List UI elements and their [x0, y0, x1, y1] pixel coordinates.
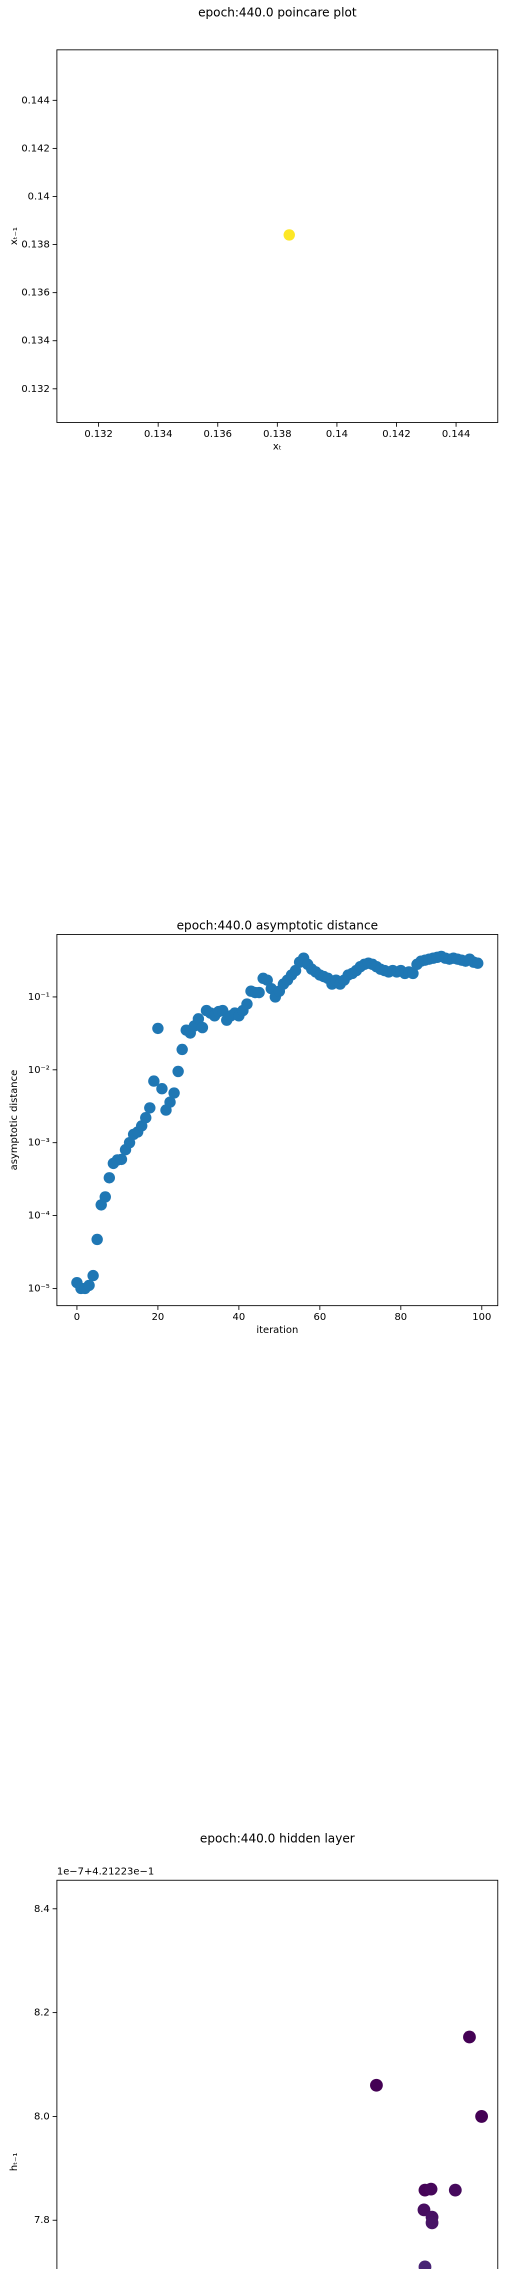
y-tick-label: 0.144 — [21, 95, 49, 106]
x-tick-label: 80 — [394, 1312, 407, 1323]
point — [172, 1065, 184, 1078]
x-axis-label: xₜ — [273, 442, 282, 453]
x-tick-label: 0.134 — [144, 429, 172, 440]
y-tick-label: 0.132 — [21, 384, 49, 395]
point — [424, 2182, 438, 2196]
point — [83, 1279, 95, 1292]
x-tick-label: 60 — [314, 1312, 327, 1323]
point — [192, 1013, 205, 1025]
point — [196, 1021, 209, 1034]
point — [176, 1043, 188, 1056]
y-axis-label: hₜ₋₁ — [9, 2153, 20, 2171]
chart-title: epoch:440.0 poincare plot — [198, 5, 357, 19]
y-tick-label: 10⁻² — [28, 1065, 50, 1076]
y-axis-label: asymptotic distance — [9, 1070, 20, 1171]
point — [425, 2216, 439, 2230]
y-offset-text: 1e−7+4.21223e−1 — [57, 1867, 154, 1878]
x-tick-label: 0.14 — [326, 429, 348, 440]
chart-title: epoch:440.0 asymptotic distance — [177, 918, 378, 932]
point — [152, 1022, 164, 1035]
y-tick-label: 10⁻⁴ — [28, 1211, 50, 1222]
x-tick-label: 20 — [152, 1312, 165, 1323]
y-tick-label: 8.4 — [34, 1904, 50, 1915]
point — [216, 1004, 229, 1017]
y-tick-label: 7.8 — [34, 2215, 50, 2226]
point — [283, 229, 295, 241]
y-axis-label: xₜ₋₁ — [9, 227, 20, 245]
point — [148, 1075, 160, 1087]
point — [418, 2260, 432, 2269]
point — [261, 974, 273, 986]
y-tick-label: 10⁻⁵ — [28, 1283, 50, 1294]
x-axis-label: iteration — [256, 1325, 298, 1336]
point — [156, 1083, 168, 1095]
point — [463, 2030, 476, 2044]
point — [164, 1096, 176, 1108]
point — [103, 1172, 116, 1184]
x-tick-label: 0.138 — [263, 429, 291, 440]
plot-area — [56, 1879, 499, 2269]
point — [370, 2078, 383, 2092]
x-tick-label: 0.142 — [382, 429, 410, 440]
point — [168, 1087, 180, 1099]
point — [448, 2183, 462, 2197]
x-tick-label: 0 — [74, 1312, 80, 1323]
x-tick-label: 100 — [472, 1312, 491, 1323]
y-tick-label: 0.14 — [28, 191, 50, 202]
point — [407, 967, 419, 980]
chart-title: epoch:440.0 hidden layer — [200, 1831, 355, 1845]
point — [99, 1191, 111, 1203]
x-tick-label: 0.132 — [84, 429, 112, 440]
y-tick-label: 0.142 — [21, 143, 49, 154]
x-tick-label: 0.136 — [204, 429, 232, 440]
x-tick-label: 0.144 — [442, 429, 470, 440]
y-tick-label: 0.134 — [21, 336, 49, 347]
y-tick-label: 10⁻³ — [28, 1138, 50, 1149]
y-tick-label: 8.2 — [34, 2008, 50, 2019]
y-tick-label: 0.138 — [21, 240, 49, 251]
plot-area — [56, 49, 499, 423]
point — [140, 1112, 152, 1124]
chart: epoch:440.0 hidden layer4.55.05.56.06.57… — [9, 1831, 499, 2269]
point — [472, 957, 484, 969]
point — [475, 2110, 488, 2123]
point — [115, 1153, 128, 1166]
x-tick-label: 40 — [233, 1312, 246, 1323]
point — [253, 986, 265, 999]
y-tick-label: 8.0 — [34, 2111, 50, 2122]
point — [87, 1269, 99, 1282]
y-tick-label: 0.136 — [21, 288, 49, 299]
point — [241, 998, 253, 1010]
point — [91, 1233, 103, 1246]
y-tick-label: 10⁻¹ — [28, 992, 50, 1003]
point — [144, 1102, 156, 1114]
chart: epoch:440.0 asymptotic distance 0 20 40 60 80… — [9, 918, 499, 1336]
chart: epoch:440.0 poincare plot 0.132 0.134 0.136… — [9, 5, 499, 453]
point — [289, 964, 302, 977]
